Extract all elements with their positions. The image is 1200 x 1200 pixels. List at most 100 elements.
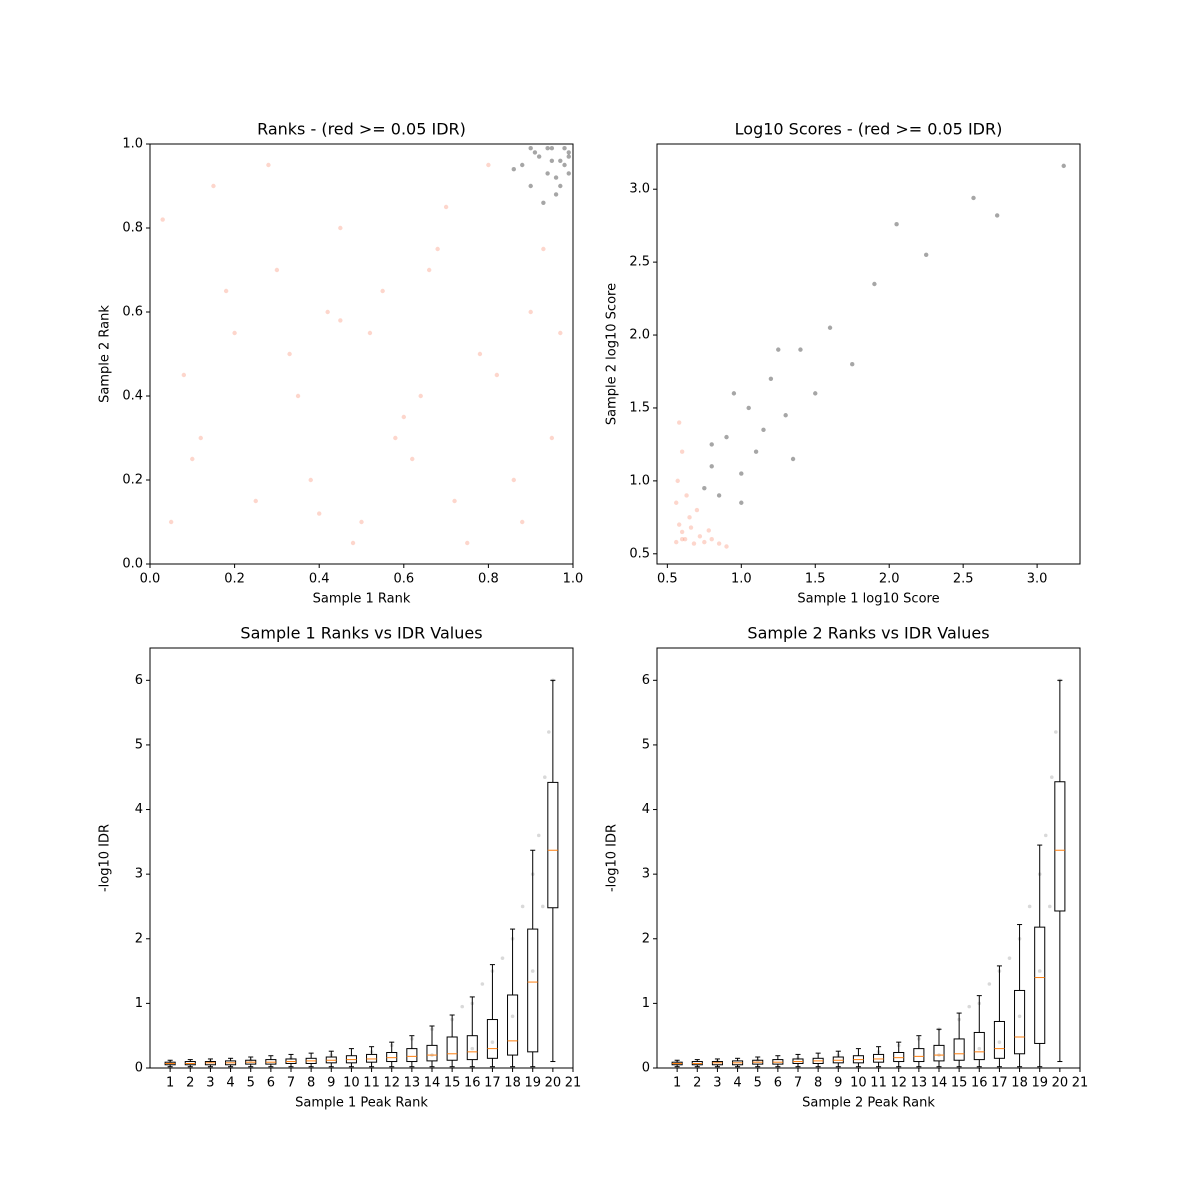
x-tick-label: 0.6 [393, 572, 414, 587]
x-tick-label: 8 [814, 1076, 822, 1091]
x-tick-label: 20 [545, 1076, 562, 1091]
point [688, 525, 694, 530]
point [266, 162, 271, 168]
subplot: 1 2 3 4 5 6 7 8 9 10 11 12 13 14 15 16 17 18 19 20 210123456… [605, 624, 1089, 1111]
point [549, 158, 555, 163]
x-tick-label: 1 [673, 1076, 681, 1091]
x-tick-label: 5 [754, 1076, 762, 1091]
x-tick-label: 18 [504, 1076, 521, 1091]
point [511, 477, 516, 483]
y-tick-label: 1 [135, 996, 143, 1011]
x-tick-label: 20 [1052, 1076, 1069, 1091]
box [547, 781, 559, 909]
x-tick-label: 5 [247, 1076, 255, 1091]
x-axis-label: Sample 1 log10 Score [797, 592, 939, 607]
point [813, 391, 818, 396]
point [994, 213, 1000, 218]
x-tick-label: 16 [971, 1076, 988, 1091]
y-tick-label: 1.0 [122, 137, 143, 152]
point [894, 222, 899, 227]
point [410, 456, 415, 462]
x-tick-label: 4 [226, 1076, 234, 1091]
point [676, 522, 682, 527]
point [536, 154, 542, 159]
box [973, 1031, 985, 1061]
box [466, 1035, 478, 1061]
point [1007, 956, 1012, 960]
y-tick-label: 5 [642, 737, 650, 752]
point [274, 267, 280, 273]
subplot: 1 2 3 4 5 6 7 8 9 10 11 12 13 14 15 16 17 18 19 20 210123456… [98, 624, 582, 1111]
box [953, 1038, 965, 1061]
point [359, 519, 364, 525]
box [913, 1048, 925, 1063]
point [558, 183, 563, 189]
plot-area [671, 678, 1066, 1068]
point [716, 541, 722, 546]
x-tick-label: 1 [166, 1076, 174, 1091]
point [731, 391, 737, 396]
point [287, 351, 292, 357]
y-tick-label: 2.5 [629, 255, 650, 270]
y-tick-label: 0 [135, 1061, 143, 1076]
x-tick-label: 17 [991, 1076, 1008, 1091]
point [776, 347, 781, 352]
point [536, 833, 541, 838]
chart-title: Sample 2 Ranks vs IDR Values [747, 624, 989, 643]
point [190, 456, 195, 462]
point [338, 225, 343, 231]
point [380, 288, 385, 294]
point [739, 500, 744, 505]
x-tick-label: 9 [834, 1076, 842, 1091]
x-tick-label: 16 [464, 1076, 481, 1091]
x-tick-label: 17 [484, 1076, 501, 1091]
point [470, 1046, 475, 1051]
box [1014, 989, 1026, 1055]
point [168, 519, 174, 525]
point [709, 537, 714, 542]
y-tick-label: 0.4 [122, 389, 143, 404]
box [933, 1044, 945, 1062]
y-tick-label: 4 [135, 802, 143, 817]
y-tick-label: 1.5 [629, 400, 650, 415]
point [338, 318, 343, 323]
x-tick-label: 3 [206, 1076, 214, 1091]
point [558, 158, 563, 163]
x-tick-label: 21 [565, 1076, 582, 1091]
point [547, 730, 551, 734]
point [566, 171, 571, 176]
box [527, 928, 539, 1053]
x-tick-label: 1.0 [563, 572, 584, 587]
point [418, 393, 423, 399]
x-tick-label: 10 [343, 1076, 360, 1091]
x-tick-label: 11 [363, 1076, 380, 1091]
axes-frame [149, 143, 574, 565]
x-tick-label: 12 [890, 1076, 907, 1091]
point [553, 192, 559, 197]
point [401, 414, 406, 420]
y-tick-label: 5 [135, 737, 143, 752]
x-tick-label: 14 [424, 1076, 441, 1091]
point [480, 982, 485, 986]
box [507, 994, 519, 1056]
point [674, 500, 679, 505]
point [566, 150, 571, 155]
y-tick-label: 4 [642, 802, 650, 817]
point [530, 969, 535, 973]
x-tick-label: 2 [186, 1076, 194, 1091]
point [691, 541, 697, 546]
point [477, 351, 483, 357]
point [253, 498, 258, 504]
point [923, 252, 929, 258]
point [510, 1014, 515, 1019]
point [746, 405, 751, 411]
y-tick-label: 3.0 [629, 182, 650, 197]
point [1047, 904, 1052, 909]
point [317, 511, 322, 516]
y-tick-label: 1 [642, 996, 650, 1011]
box [406, 1048, 418, 1063]
point [872, 281, 877, 287]
y-axis-label: -log10 IDR [98, 824, 113, 892]
box [446, 1036, 458, 1061]
y-axis-label: Sample 2 Rank [98, 305, 113, 403]
